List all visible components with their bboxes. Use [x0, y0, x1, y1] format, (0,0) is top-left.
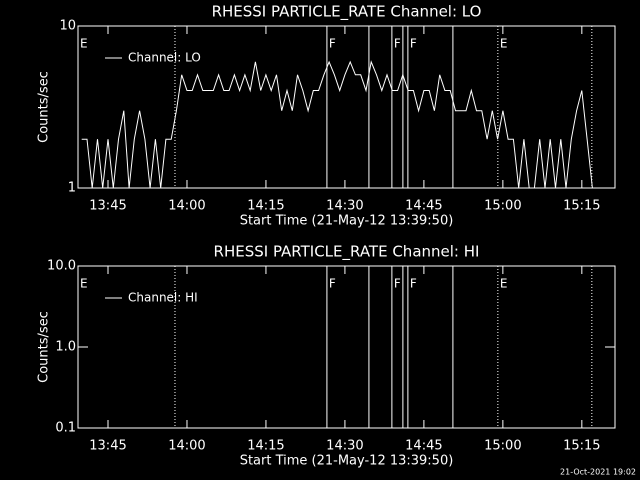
y-axis-label: Counts/sec — [37, 311, 52, 383]
legend-label: Channel: LO — [128, 51, 201, 65]
x-tick-label: 14:30 — [326, 439, 363, 454]
y-axis-label: Counts/sec — [37, 71, 52, 143]
flag-label: F — [410, 277, 417, 291]
legend-label: Channel: HI — [128, 291, 198, 305]
x-tick-label: 15:00 — [484, 439, 521, 454]
plot-frame — [77, 25, 616, 189]
flag-label: E — [500, 37, 508, 51]
x-tick-label: 13:45 — [89, 199, 126, 214]
y-tick-label: 1.0 — [55, 340, 76, 355]
x-tick-label: 13:45 — [89, 439, 126, 454]
flag-label: E — [80, 37, 88, 51]
x-tick-label: 14:00 — [168, 439, 205, 454]
data-line — [81, 60, 593, 189]
flag-label: F — [394, 277, 401, 291]
x-tick-label: 14:45 — [405, 439, 442, 454]
x-tick-label: 15:15 — [563, 199, 600, 214]
y-tick-label: 10 — [59, 19, 76, 34]
x-tick-label: 15:15 — [563, 439, 600, 454]
x-axis-label: Start Time (21-May-12 13:39:50) — [240, 454, 454, 469]
x-tick-label: 14:15 — [247, 199, 284, 214]
flag-label: F — [394, 37, 401, 51]
x-tick-label: 14:15 — [247, 439, 284, 454]
x-tick-label: 14:45 — [405, 199, 442, 214]
x-tick-label: 14:00 — [168, 199, 205, 214]
flag-label: E — [80, 277, 88, 291]
x-axis-label: Start Time (21-May-12 13:39:50) — [240, 214, 454, 229]
flag-label: F — [410, 37, 417, 51]
flag-label: F — [329, 37, 336, 51]
chart-title: RHESSI PARTICLE_RATE Channel: HI — [214, 243, 480, 262]
footer-stamp: 21-Oct-2021 19:02 — [560, 468, 636, 477]
flag-label: E — [500, 277, 508, 291]
flag-label: F — [329, 277, 336, 291]
y-tick-label: 10.0 — [47, 259, 76, 274]
x-tick-label: 15:00 — [484, 199, 521, 214]
y-tick-label: 0.1 — [55, 421, 76, 436]
y-tick-label: 1 — [68, 181, 76, 196]
x-tick-label: 14:30 — [326, 199, 363, 214]
chart-title: RHESSI PARTICLE_RATE Channel: LO — [212, 3, 482, 22]
